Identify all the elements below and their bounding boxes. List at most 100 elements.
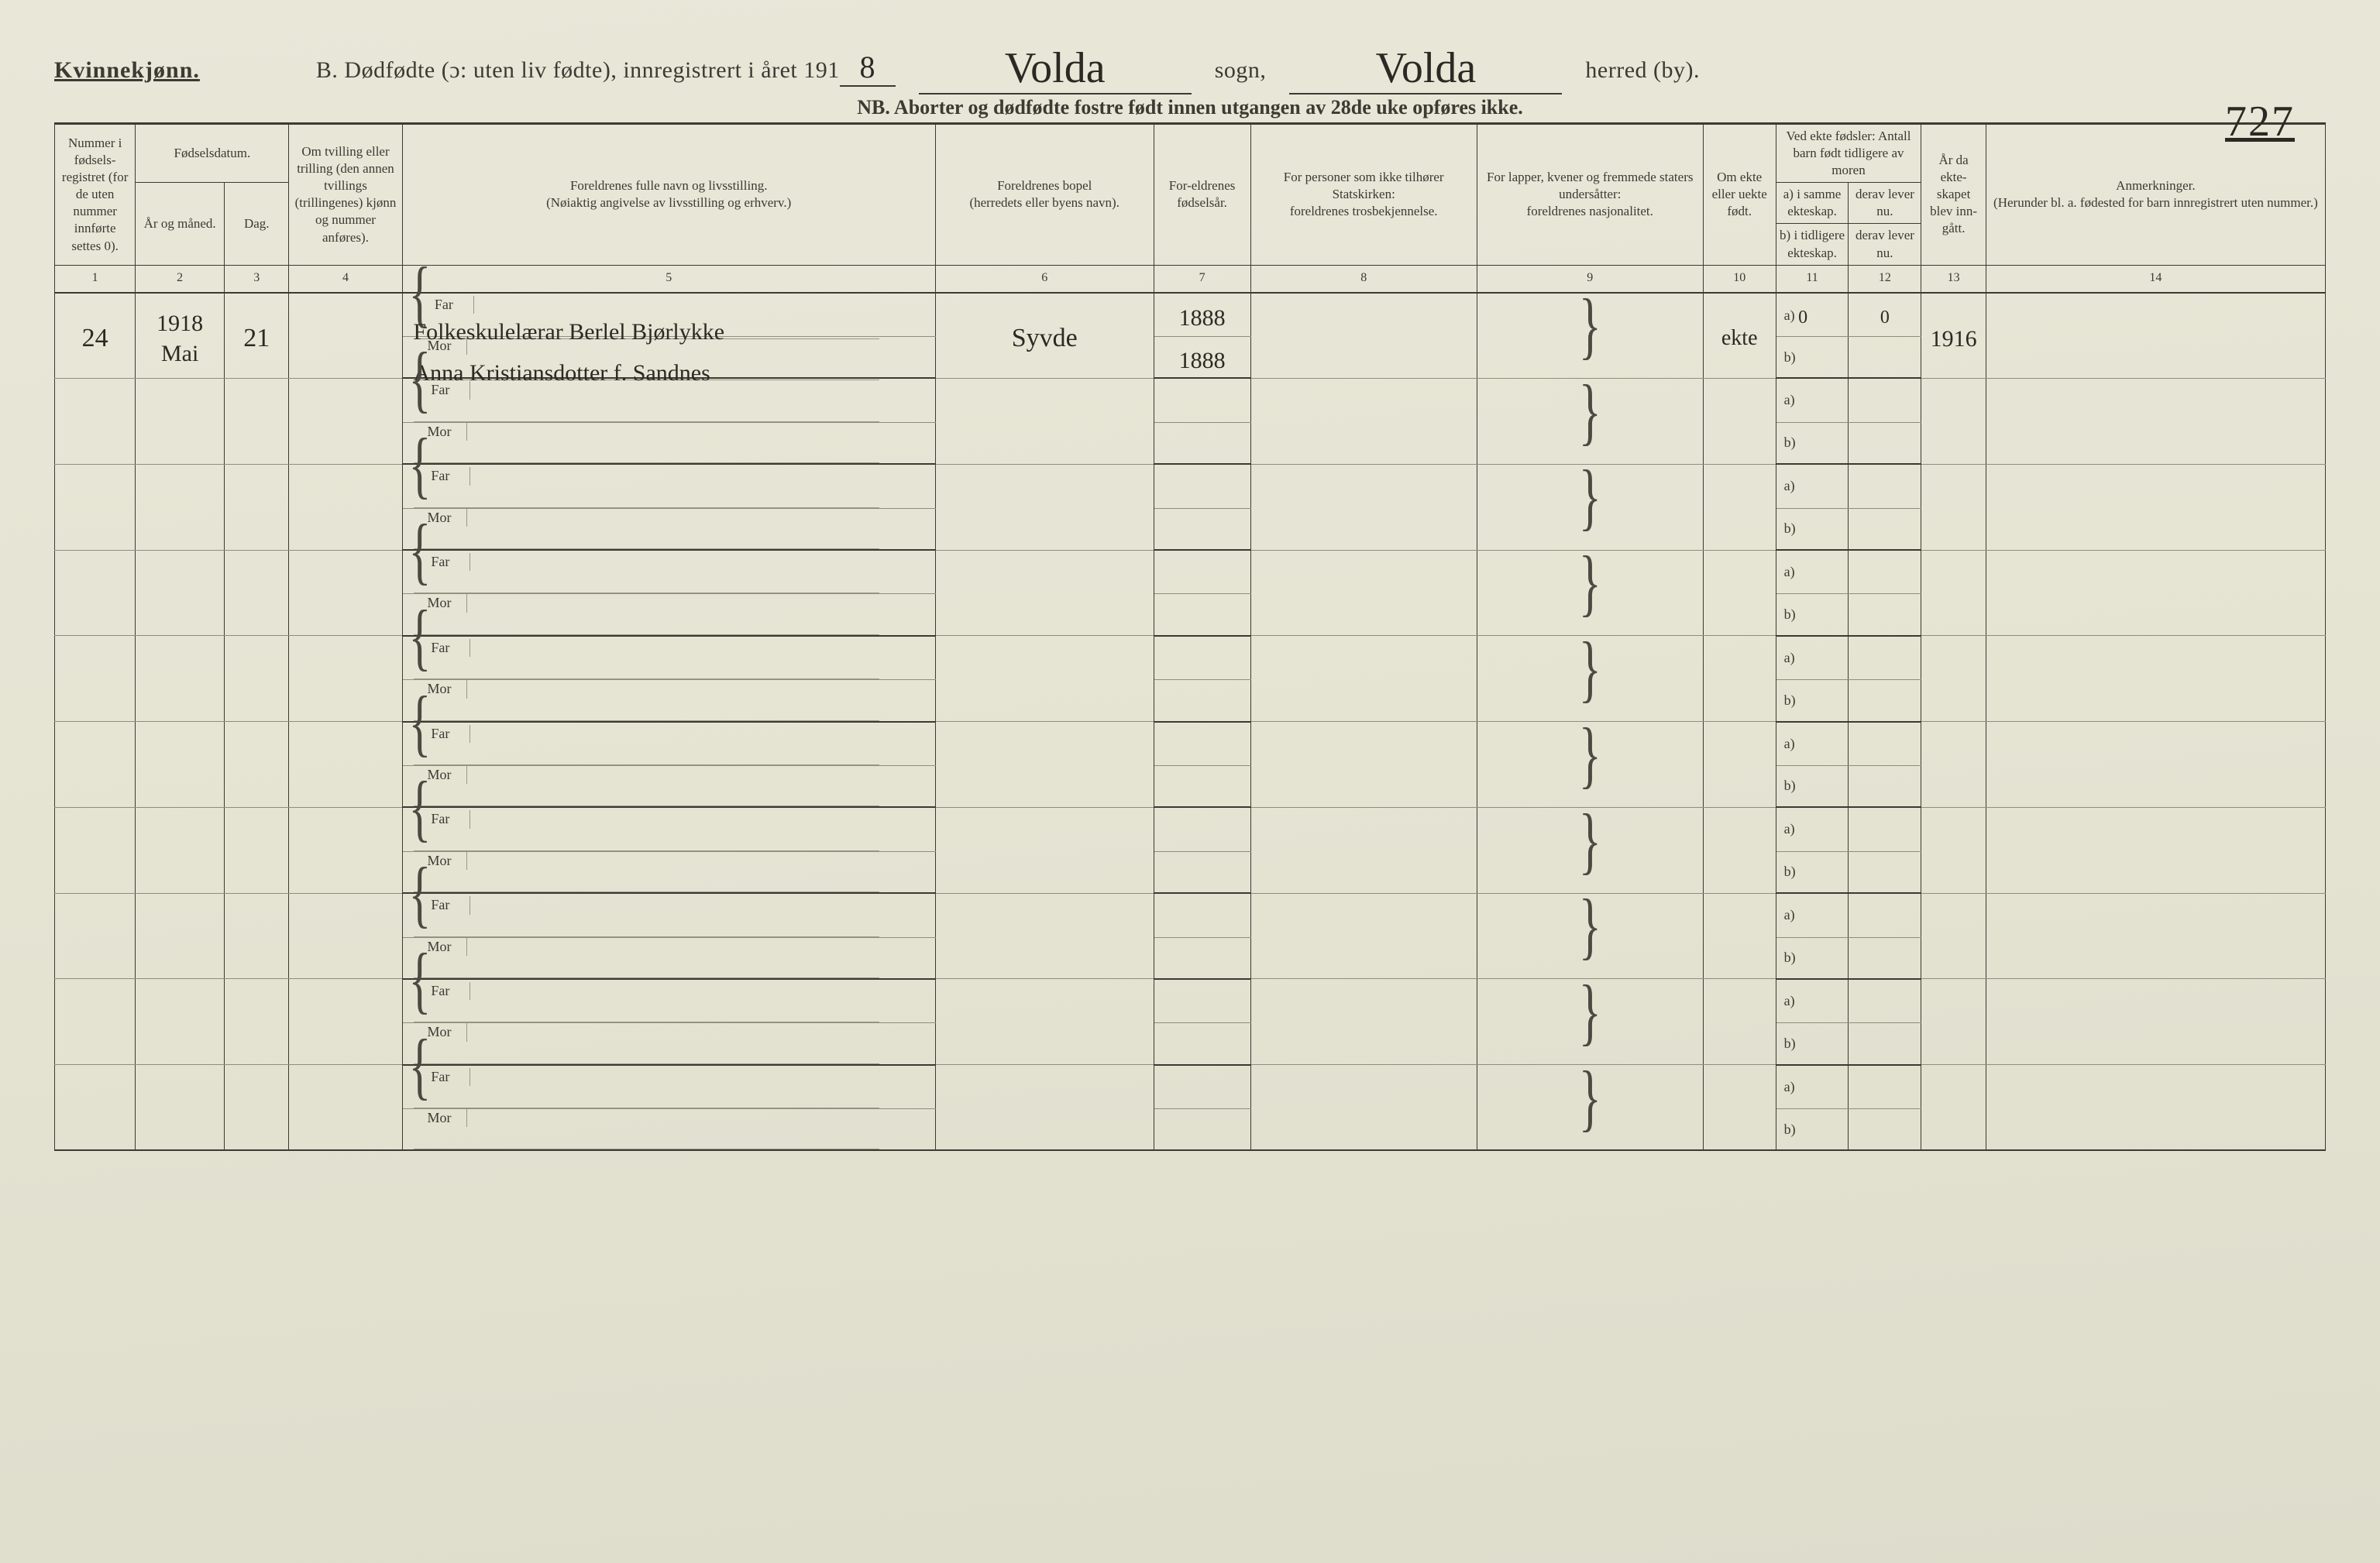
blank-row-far: {Far}a) bbox=[55, 636, 2326, 680]
mor-label: Mor bbox=[428, 766, 467, 784]
colnum: 2 bbox=[136, 265, 225, 293]
blank-row-far: {Far}a) bbox=[55, 807, 2326, 851]
page-number: 727 bbox=[2225, 97, 2295, 146]
ekte: ekte bbox=[1703, 293, 1776, 379]
herred-label: herred (by). bbox=[1585, 57, 1700, 84]
nat: } bbox=[1477, 293, 1703, 379]
colnum: 8 bbox=[1250, 265, 1477, 293]
nb-note: NB. Aborter og dødfødte fostre født inne… bbox=[54, 96, 2326, 119]
year-month: 1918 Mai bbox=[136, 293, 225, 379]
prev-b: b) bbox=[1776, 422, 1849, 464]
col-5: Foreldrenes fulle navn og livsstilling. … bbox=[402, 124, 935, 266]
herred-value: Volda bbox=[1289, 43, 1562, 94]
prev-a: a) 0 bbox=[1776, 293, 1849, 337]
far-label: Far bbox=[431, 467, 470, 485]
prev-a: a) bbox=[1776, 550, 1849, 594]
blank-row-far: {Far}a) bbox=[55, 1065, 2326, 1109]
col5-b: (Nøiaktig angivelse av livsstilling og e… bbox=[406, 194, 932, 211]
sogn-label: sogn, bbox=[1215, 57, 1267, 84]
far-label: Far bbox=[431, 896, 470, 914]
mor-label: Mor bbox=[428, 423, 467, 441]
prev-b: b) bbox=[1776, 765, 1849, 807]
far-label: Far bbox=[431, 1068, 470, 1086]
prev-a: a) bbox=[1776, 722, 1849, 766]
col-11a: a) i samme ekteskap. bbox=[1776, 183, 1849, 224]
blank-row-far: {Far}a) bbox=[55, 550, 2326, 594]
col-12b: derav lever nu. bbox=[1849, 224, 1921, 265]
twin bbox=[289, 293, 402, 379]
col-1: Nummer i fødsels-registret (for de uten … bbox=[55, 124, 136, 266]
col-6: Foreldrenes bopel (herredets eller byens… bbox=[935, 124, 1154, 266]
col14-b: (Herunder bl. a. fødested for barn innre… bbox=[1990, 194, 2322, 211]
colnum: 1 bbox=[55, 265, 136, 293]
col-7: For-eldrenes fødselsår. bbox=[1154, 124, 1250, 266]
col9-a: For lapper, kvener og fremmede staters u… bbox=[1481, 169, 1700, 203]
col-number-row: 1 2 3 4 5 6 7 8 9 10 11 12 13 14 bbox=[55, 265, 2326, 293]
col-12a: derav lever nu. bbox=[1849, 183, 1921, 224]
prev-b: b) bbox=[1776, 1109, 1849, 1151]
mor-label: Mor bbox=[428, 509, 467, 527]
far-label: Far bbox=[431, 553, 470, 571]
far-label: Far bbox=[431, 982, 470, 1000]
mor-name: Anna Kristiansdotter f. Sandnes bbox=[414, 358, 879, 380]
colnum: 13 bbox=[1921, 265, 1986, 293]
mor-label: Mor bbox=[428, 852, 467, 870]
col-9: For lapper, kvener og fremmede staters u… bbox=[1477, 124, 1703, 266]
sogn-value: Volda bbox=[919, 43, 1192, 94]
blank-row-far: {Far}a) bbox=[55, 464, 2326, 508]
colnum: 7 bbox=[1154, 265, 1250, 293]
prev-b: b) bbox=[1776, 337, 1849, 379]
col-3: Dag. bbox=[225, 183, 289, 265]
prev-b: b) bbox=[1776, 851, 1849, 893]
mor-label: Mor bbox=[428, 938, 467, 956]
col-13: År da ekte-skapet blev inn-gått. bbox=[1921, 124, 1986, 266]
mor-label: Mor bbox=[428, 1023, 467, 1041]
prev-a: a) bbox=[1776, 378, 1849, 422]
colnum: 5 bbox=[402, 265, 935, 293]
blank-row-far: {Far}a) bbox=[55, 378, 2326, 422]
year-suffix: 8 bbox=[840, 49, 896, 87]
prev-b: b) bbox=[1776, 594, 1849, 636]
far-label: Far bbox=[431, 725, 470, 743]
mor-cell: Mor Anna Kristiansdotter f. Sandnes bbox=[402, 337, 935, 379]
prev-a: a) bbox=[1776, 893, 1849, 937]
ledger-table: Nummer i fødsels-registret (for de uten … bbox=[54, 122, 2326, 1151]
prev-b: b) bbox=[1776, 508, 1849, 550]
far-label: Far bbox=[431, 810, 470, 828]
col8-a: For personer som ikke tilhører Statskirk… bbox=[1254, 169, 1474, 203]
col-11b: b) i tidligere ekteskap. bbox=[1776, 224, 1849, 265]
far-cell: { Far Folkeskulelærar Berlel Bjørlykke bbox=[402, 293, 935, 337]
colnum: 4 bbox=[289, 265, 402, 293]
prev-a: a) bbox=[1776, 1065, 1849, 1109]
colnum: 14 bbox=[1986, 265, 2325, 293]
header-row-1: Nummer i fødsels-registret (for de uten … bbox=[55, 124, 2326, 183]
mor-label: Mor bbox=[428, 337, 467, 355]
header-row: Kvinnekjønn. B. Dødfødte (ɔ: uten liv fø… bbox=[54, 39, 2326, 90]
bopel: Syvde bbox=[935, 293, 1154, 379]
mor-label: Mor bbox=[428, 594, 467, 612]
col-birth: Fødselsdatum. bbox=[136, 124, 289, 183]
colnum: 11 bbox=[1776, 265, 1849, 293]
colnum: 10 bbox=[1703, 265, 1776, 293]
col6-a: Foreldrenes bopel bbox=[939, 177, 1150, 194]
prev-a: a) bbox=[1776, 636, 1849, 680]
col8-b: foreldrenes trosbekjennelse. bbox=[1254, 203, 1474, 220]
col-10: Om ekte eller uekte født. bbox=[1703, 124, 1776, 266]
far-label: Far bbox=[431, 381, 470, 399]
marriage-year: 1916 bbox=[1921, 293, 1986, 379]
ledger-body: 24 1918 Mai 21 { Far Folkeskulelærar Ber… bbox=[55, 293, 2326, 1151]
title-prefix: B. Dødfødte (ɔ: uten liv fødte), innregi… bbox=[316, 57, 840, 83]
prev-a: a) bbox=[1776, 979, 1849, 1023]
col-11-12-top: Ved ekte fødsler: Antall barn født tidli… bbox=[1776, 124, 1921, 183]
notes bbox=[1986, 293, 2325, 379]
col-4: Om tvilling eller trilling (den annen tv… bbox=[289, 124, 402, 266]
far-label: Far bbox=[431, 639, 470, 657]
prev-b: b) bbox=[1776, 1023, 1849, 1065]
prev-a-live: 0 bbox=[1849, 293, 1921, 337]
title-line: B. Dødfødte (ɔ: uten liv fødte), innregi… bbox=[316, 49, 896, 87]
prev-b-live bbox=[1849, 337, 1921, 379]
far-label: Far bbox=[435, 296, 474, 314]
col-2: År og måned. bbox=[136, 183, 225, 265]
blank-row-far: {Far}a) bbox=[55, 893, 2326, 937]
mor-label: Mor bbox=[428, 1109, 467, 1127]
